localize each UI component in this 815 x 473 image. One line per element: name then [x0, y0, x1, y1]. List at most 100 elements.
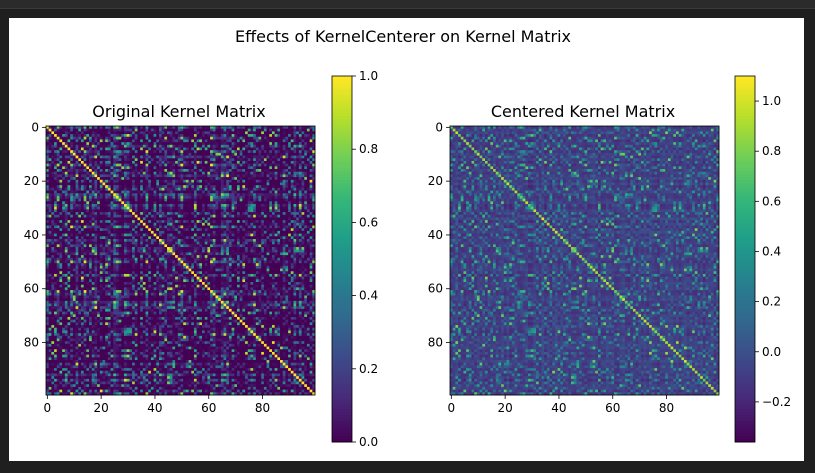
heatmap-cell	[124, 182, 128, 186]
heatmap-cell	[91, 228, 95, 232]
heatmap-cell	[304, 212, 308, 216]
heatmap-cell	[177, 160, 181, 165]
heatmap-cell	[80, 198, 85, 202]
heatmap-cell	[86, 255, 90, 259]
heatmap-cell	[285, 233, 289, 237]
heatmap-cell	[137, 177, 141, 181]
heatmap-cell	[150, 236, 154, 240]
heatmap-cell	[282, 136, 286, 140]
heatmap-cell	[288, 150, 292, 154]
heatmap-cell	[140, 236, 144, 240]
heatmap-cell	[288, 142, 292, 146]
heatmap-cell	[83, 257, 87, 261]
heatmap-cell	[258, 222, 262, 226]
heatmap-cell	[121, 230, 125, 234]
heatmap-cell	[301, 136, 305, 140]
heatmap-cell	[62, 185, 66, 189]
heatmap-cell	[298, 222, 302, 226]
heatmap-cell	[177, 225, 181, 229]
heatmap-cell	[107, 225, 111, 229]
heatmap-cell	[167, 177, 171, 181]
heatmap-cell	[247, 155, 251, 159]
heatmap-cell	[185, 241, 189, 245]
heatmap-cell	[239, 152, 243, 156]
heatmap-cell	[202, 230, 206, 234]
heatmap-cell	[191, 195, 195, 200]
heatmap-cell	[245, 150, 249, 154]
heatmap-cell	[177, 150, 181, 154]
heatmap-cell	[75, 169, 79, 173]
heatmap-cell	[312, 160, 316, 165]
heatmap-cell	[242, 209, 246, 213]
heatmap-cell	[140, 171, 144, 175]
heatmap-cell	[269, 201, 273, 205]
heatmap-cell	[89, 131, 93, 135]
heatmap-cell	[107, 177, 111, 181]
heatmap-cell	[183, 182, 187, 186]
heatmap-cell	[274, 244, 278, 248]
heatmap-cell	[185, 152, 189, 156]
heatmap-cell	[204, 222, 208, 226]
heatmap-cell	[255, 195, 259, 200]
heatmap-cell	[306, 169, 311, 173]
heatmap-cell	[70, 169, 74, 173]
heatmap-cell	[282, 252, 286, 256]
heatmap-cell	[277, 163, 281, 167]
heatmap-cell	[269, 152, 273, 156]
heatmap-cell	[70, 126, 74, 130]
heatmap-cell	[126, 152, 130, 156]
heatmap-cell	[113, 222, 117, 226]
heatmap-cell	[110, 228, 114, 232]
heatmap-cell	[207, 255, 211, 259]
heatmap-cell	[145, 222, 149, 226]
heatmap-cell	[223, 206, 227, 210]
heatmap-cell	[115, 136, 120, 140]
heatmap-cell	[140, 179, 144, 183]
heatmap-cell	[64, 244, 68, 248]
heatmap-cell	[277, 166, 281, 170]
heatmap-cell	[134, 225, 138, 229]
heatmap-cell	[207, 174, 211, 178]
heatmap-cell	[202, 217, 206, 221]
heatmap-cell	[150, 131, 154, 135]
heatmap-cell	[153, 160, 157, 165]
heatmap-cell	[228, 238, 233, 243]
heatmap-cell	[110, 193, 114, 197]
heatmap-cell	[220, 236, 224, 240]
heatmap-cell	[215, 244, 219, 248]
heatmap-cell	[46, 136, 50, 140]
heatmap-cell	[158, 214, 163, 218]
heatmap-cell	[245, 131, 249, 135]
heatmap-cell	[172, 126, 176, 130]
heatmap-cell	[83, 233, 87, 237]
heatmap-cell	[212, 236, 216, 240]
heatmap-cell	[113, 193, 117, 197]
heatmap-cell	[239, 160, 243, 165]
heatmap-cell	[164, 166, 168, 170]
heatmap-cell	[242, 134, 246, 138]
heatmap-cell	[150, 249, 154, 253]
heatmap-cell	[86, 214, 90, 218]
heatmap-cell	[56, 126, 60, 130]
heatmap-cell	[223, 252, 227, 256]
heatmap-cell	[242, 179, 246, 183]
heatmap-cell	[59, 228, 63, 232]
heatmap-cell	[301, 217, 305, 221]
heatmap-cell	[255, 190, 259, 194]
heatmap-cell	[228, 147, 233, 151]
heatmap-cell	[290, 152, 294, 156]
heatmap-cell	[46, 134, 50, 138]
heatmap-cell	[204, 152, 208, 156]
heatmap-cell	[134, 163, 138, 167]
heatmap-cell	[298, 195, 302, 200]
heatmap-cell	[94, 247, 98, 251]
heatmap-cell	[204, 249, 208, 253]
heatmap-cell	[231, 238, 235, 243]
heatmap-cell	[99, 236, 103, 240]
heatmap-cell	[271, 174, 276, 178]
heatmap-cell	[266, 241, 270, 245]
heatmap-cell	[164, 171, 168, 175]
heatmap-cell	[132, 209, 136, 213]
heatmap-cell	[118, 155, 122, 159]
heatmap-cell	[148, 238, 152, 243]
